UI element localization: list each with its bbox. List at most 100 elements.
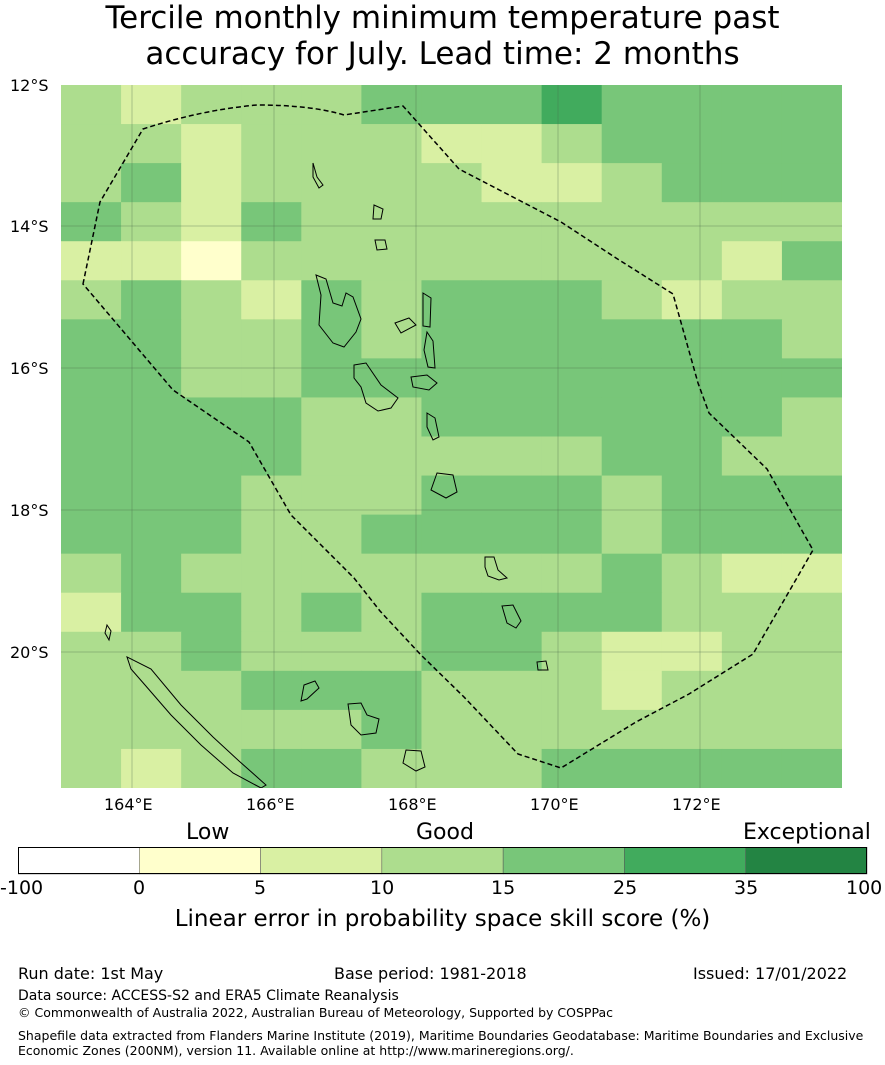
grid-cell (781, 280, 842, 320)
grid-cell (61, 124, 122, 164)
grid-cell (661, 241, 723, 281)
grid-cell (181, 514, 242, 555)
grid-cell (781, 163, 842, 203)
grid-cell (241, 163, 302, 203)
grid-cell (241, 436, 302, 477)
grid-cell (361, 124, 422, 164)
grid-cell (421, 748, 483, 788)
grid-cell (61, 514, 122, 555)
grid-cell (541, 163, 603, 203)
grid-cell (781, 670, 842, 711)
colorbar-segment (18, 847, 140, 875)
grid-cell (481, 514, 543, 555)
lon-label-172e: 172°E (672, 795, 721, 814)
grid-cell (361, 397, 422, 437)
grid-cell (361, 163, 422, 203)
grid-cell (121, 592, 182, 633)
grid-cell (301, 631, 362, 672)
grid-cell (601, 592, 663, 633)
colorbar-segment (502, 847, 625, 875)
grid-cell (481, 397, 543, 437)
grid-cell (61, 631, 122, 672)
grid-cell (781, 436, 842, 477)
grid-cell (721, 631, 783, 672)
grid-cell (661, 631, 723, 672)
colorbar-title: Linear error in probability space skill … (174, 906, 711, 932)
colorbar (18, 847, 868, 875)
grid-cell (481, 202, 543, 242)
title-line-1: Tercile monthly minimum temperature past (105, 0, 780, 36)
coastlines (104, 162, 549, 788)
grid-cell (661, 592, 723, 633)
grid-cell (601, 397, 663, 437)
grid-cell (601, 358, 663, 398)
grid-cell (421, 85, 483, 125)
colorbar-segment (381, 847, 504, 875)
grid-cell (241, 124, 302, 164)
grid-cell (121, 124, 182, 164)
grid-cell (541, 436, 603, 477)
grid-cell (61, 553, 122, 594)
lat-label-16s: 16°S (10, 359, 49, 378)
grid-cell (781, 748, 842, 788)
grid-cell (601, 85, 663, 125)
grid-cell (661, 85, 723, 125)
grid-cell (661, 553, 723, 594)
colorbar-segment (260, 847, 383, 875)
grid-cell (601, 553, 663, 594)
colorbar-tick-minus100: -100 (0, 877, 44, 899)
colorbar-tick-35: 35 (734, 877, 759, 899)
grid-cell (541, 631, 603, 672)
grid-cell (601, 514, 663, 555)
grid-cell (661, 670, 723, 711)
grid-cell (721, 748, 783, 788)
grid-cell (781, 592, 842, 633)
grid-cell (481, 280, 543, 320)
grid-cell (541, 670, 603, 711)
grid-cell (781, 631, 842, 672)
grid-cell (721, 241, 783, 281)
lon-label-164e: 164°E (104, 795, 153, 814)
grid-cell (601, 475, 663, 516)
grid-cell (481, 709, 543, 750)
grid-cell (301, 475, 362, 516)
grid-cell (361, 670, 422, 711)
colorbar-segment (745, 847, 868, 875)
run-date: Run date: 1st May (18, 964, 164, 983)
grid-cell (61, 85, 122, 125)
grid-cell (421, 592, 483, 633)
grid-cell (601, 436, 663, 477)
grid-cell (121, 319, 182, 359)
grid-cell (61, 319, 122, 359)
grid-cell (781, 319, 842, 359)
grid-cell (601, 670, 663, 711)
colorbar-segment (624, 847, 746, 875)
grid-cell (241, 631, 302, 672)
grid-cell (601, 319, 663, 359)
grid-cell (61, 436, 122, 477)
grid-cell (481, 241, 543, 281)
grid-cell (61, 592, 122, 633)
grid-cell (541, 592, 603, 633)
grid-cell (541, 280, 603, 320)
grid-cell (661, 280, 723, 320)
grid-cell (181, 319, 242, 359)
colorbar-tick-5: 5 (254, 877, 267, 899)
grid-cell (181, 475, 242, 516)
grid-cell (121, 280, 182, 320)
grid-cell (121, 553, 182, 594)
skill-grid (61, 85, 842, 788)
grid-cell (481, 85, 543, 125)
grid-cell (121, 202, 182, 242)
grid-cell (121, 397, 182, 437)
grid-cell (661, 319, 723, 359)
grid-cell (721, 85, 783, 125)
grid-cell (121, 514, 182, 555)
grid-cell (661, 163, 723, 203)
grid-cell (301, 124, 362, 164)
grid-cell (721, 202, 783, 242)
colorbar-segment (139, 847, 261, 875)
grid-cell (241, 709, 302, 750)
grid-cell (721, 163, 783, 203)
grid-cell (661, 397, 723, 437)
